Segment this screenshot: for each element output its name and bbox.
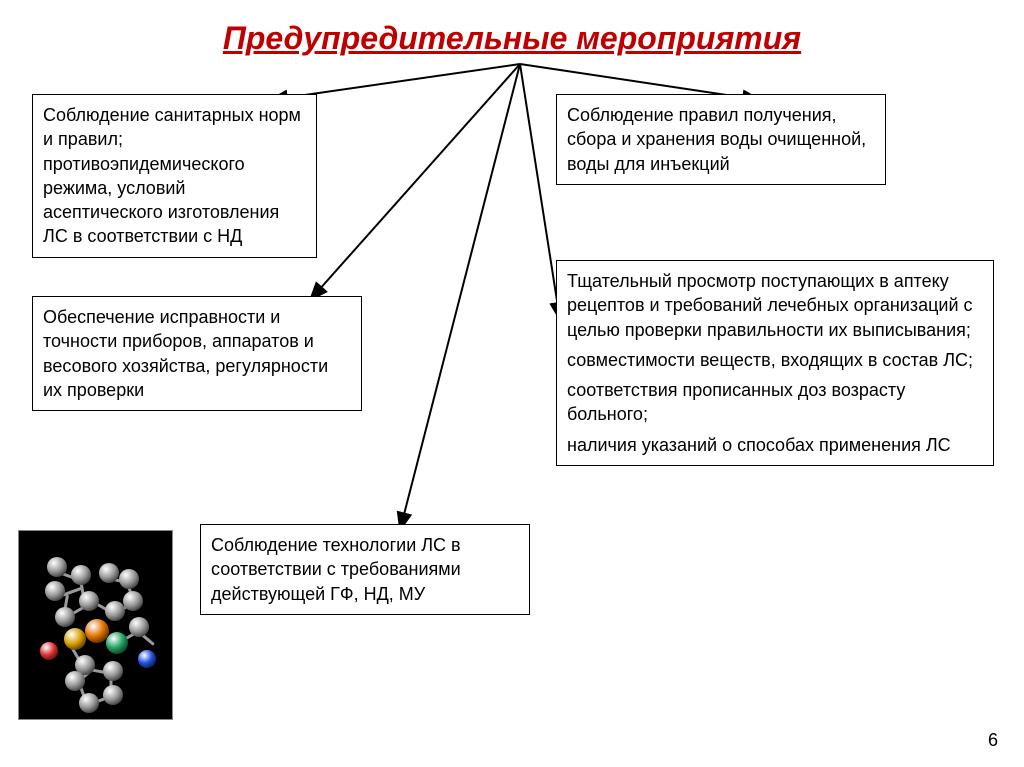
box-paragraph: наличия указаний о способах применения Л… — [567, 433, 983, 457]
box-paragraph: Тщательный просмотр поступающих в аптеку… — [567, 269, 983, 342]
box-paragraph: Соблюдение технологии ЛС в соответствии … — [211, 533, 519, 606]
box-paragraph: соответствия прописанных доз возрасту бо… — [567, 378, 983, 427]
box-prescription-review: Тщательный просмотр поступающих в аптеку… — [556, 260, 994, 466]
box-paragraph: Соблюдение правил получения, сбора и хра… — [567, 103, 875, 176]
box-paragraph: Обеспечение исправности и точности прибо… — [43, 305, 351, 402]
box-water-rules: Соблюдение правил получения, сбора и хра… — [556, 94, 886, 185]
box-technology-compliance: Соблюдение технологии ЛС в соответствии … — [200, 524, 530, 615]
molecule-icon — [18, 530, 173, 720]
page-title: Предупредительные мероприятия — [0, 20, 1024, 57]
box-paragraph: Соблюдение санитарных норм и правил; про… — [43, 103, 306, 249]
box-sanitary-norms: Соблюдение санитарных норм и правил; про… — [32, 94, 317, 258]
box-paragraph: совместимости веществ, входящих в состав… — [567, 348, 983, 372]
box-instrument-accuracy: Обеспечение исправности и точности прибо… — [32, 296, 362, 411]
page-number: 6 — [988, 730, 998, 751]
